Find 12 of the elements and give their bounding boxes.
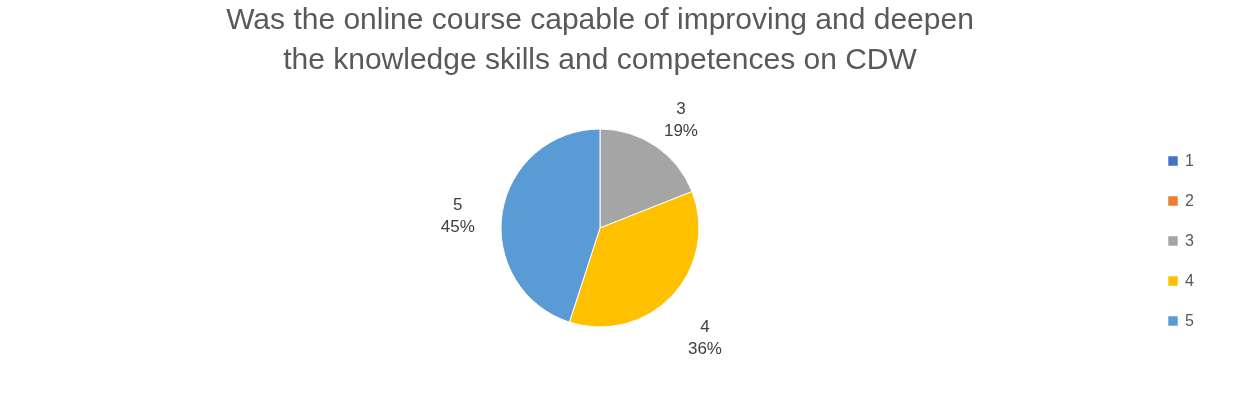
slice-label: 3: [676, 98, 686, 118]
slice-label: 4: [700, 316, 710, 336]
chart-title: Was the online course capable of improving and deepen the knowledge skills and competences on CDW: [226, 2, 974, 75]
legend-label: 3: [1185, 232, 1194, 249]
data-label: 36%: [687, 338, 722, 358]
data-label: 19%: [663, 120, 698, 140]
data-label: 45%: [440, 217, 475, 237]
slice-label: 5: [453, 195, 463, 215]
legend-label: 2: [1185, 192, 1194, 209]
legend-label: 5: [1185, 312, 1194, 329]
legend-label: 1: [1185, 152, 1194, 169]
legend-label: 4: [1185, 272, 1194, 289]
